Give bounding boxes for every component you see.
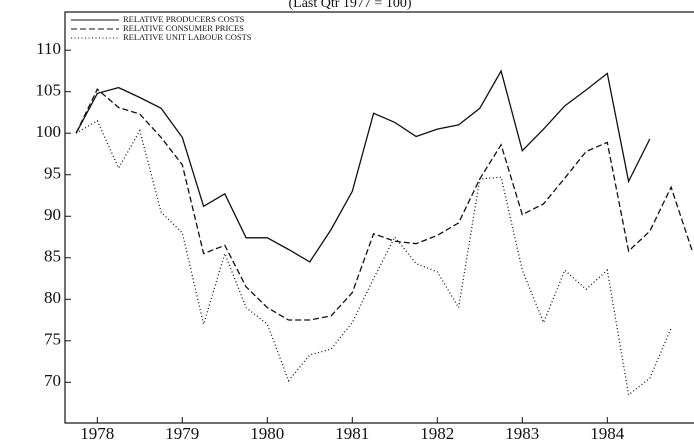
series-line bbox=[75, 69, 651, 263]
x-tick-label: 1983 bbox=[505, 424, 539, 443]
legend-label: RELATIVE UNIT LABOUR COSTS bbox=[123, 32, 252, 42]
plot-frame bbox=[64, 11, 694, 424]
y-tick-label: 85 bbox=[44, 247, 61, 266]
x-tick-label: 1978 bbox=[80, 424, 114, 443]
y-tick-label: 110 bbox=[36, 39, 61, 58]
legend-label: RELATIVE CONSUMER PRICES bbox=[123, 23, 244, 33]
y-tick-label: 70 bbox=[44, 371, 61, 390]
x-tick-label: 1980 bbox=[250, 424, 284, 443]
y-tick-label: 80 bbox=[44, 288, 61, 307]
y-tick-label: 105 bbox=[36, 81, 62, 100]
x-tick-label: 1981 bbox=[335, 424, 369, 443]
x-tick-label: 1984 bbox=[590, 424, 625, 443]
y-tick-label: 100 bbox=[36, 122, 62, 141]
y-tick-label: 75 bbox=[44, 330, 61, 349]
series-line bbox=[75, 119, 672, 396]
series-line bbox=[75, 88, 693, 321]
legend-label: RELATIVE PRODUCERS COSTS bbox=[123, 14, 245, 24]
chart-title: (Last Qtr 1977 = 100) bbox=[289, 0, 412, 11]
y-tick-label: 95 bbox=[44, 164, 61, 183]
x-tick-label: 1979 bbox=[165, 424, 199, 443]
y-tick-label: 90 bbox=[44, 205, 61, 224]
x-tick-label: 1982 bbox=[420, 424, 454, 443]
